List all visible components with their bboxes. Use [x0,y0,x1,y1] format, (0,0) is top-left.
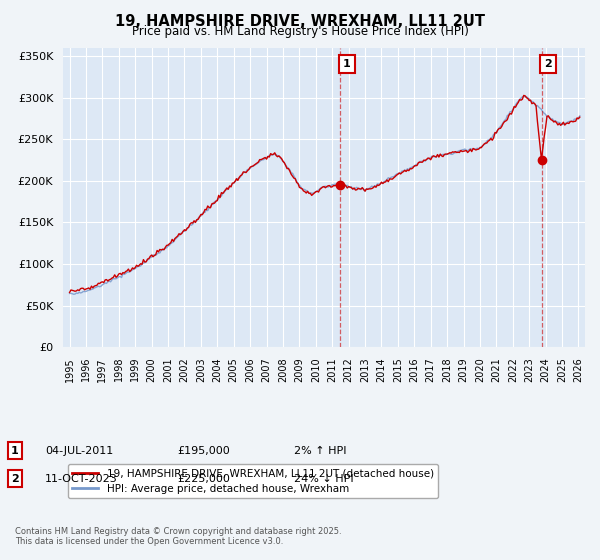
Text: 1: 1 [343,59,351,69]
Legend: 19, HAMPSHIRE DRIVE, WREXHAM, LL11 2UT (detached house), HPI: Average price, det: 19, HAMPSHIRE DRIVE, WREXHAM, LL11 2UT (… [68,464,438,498]
Text: 2% ↑ HPI: 2% ↑ HPI [294,446,347,456]
Text: Price paid vs. HM Land Registry's House Price Index (HPI): Price paid vs. HM Land Registry's House … [131,25,469,38]
Text: 2: 2 [11,474,19,484]
Text: 24% ↓ HPI: 24% ↓ HPI [294,474,353,484]
Text: £225,000: £225,000 [177,474,230,484]
Text: 2: 2 [544,59,552,69]
Text: £195,000: £195,000 [177,446,230,456]
Text: 11-OCT-2023: 11-OCT-2023 [45,474,118,484]
Text: 19, HAMPSHIRE DRIVE, WREXHAM, LL11 2UT: 19, HAMPSHIRE DRIVE, WREXHAM, LL11 2UT [115,14,485,29]
Text: 04-JUL-2011: 04-JUL-2011 [45,446,113,456]
Text: 1: 1 [11,446,19,456]
Text: Contains HM Land Registry data © Crown copyright and database right 2025.
This d: Contains HM Land Registry data © Crown c… [15,526,341,546]
